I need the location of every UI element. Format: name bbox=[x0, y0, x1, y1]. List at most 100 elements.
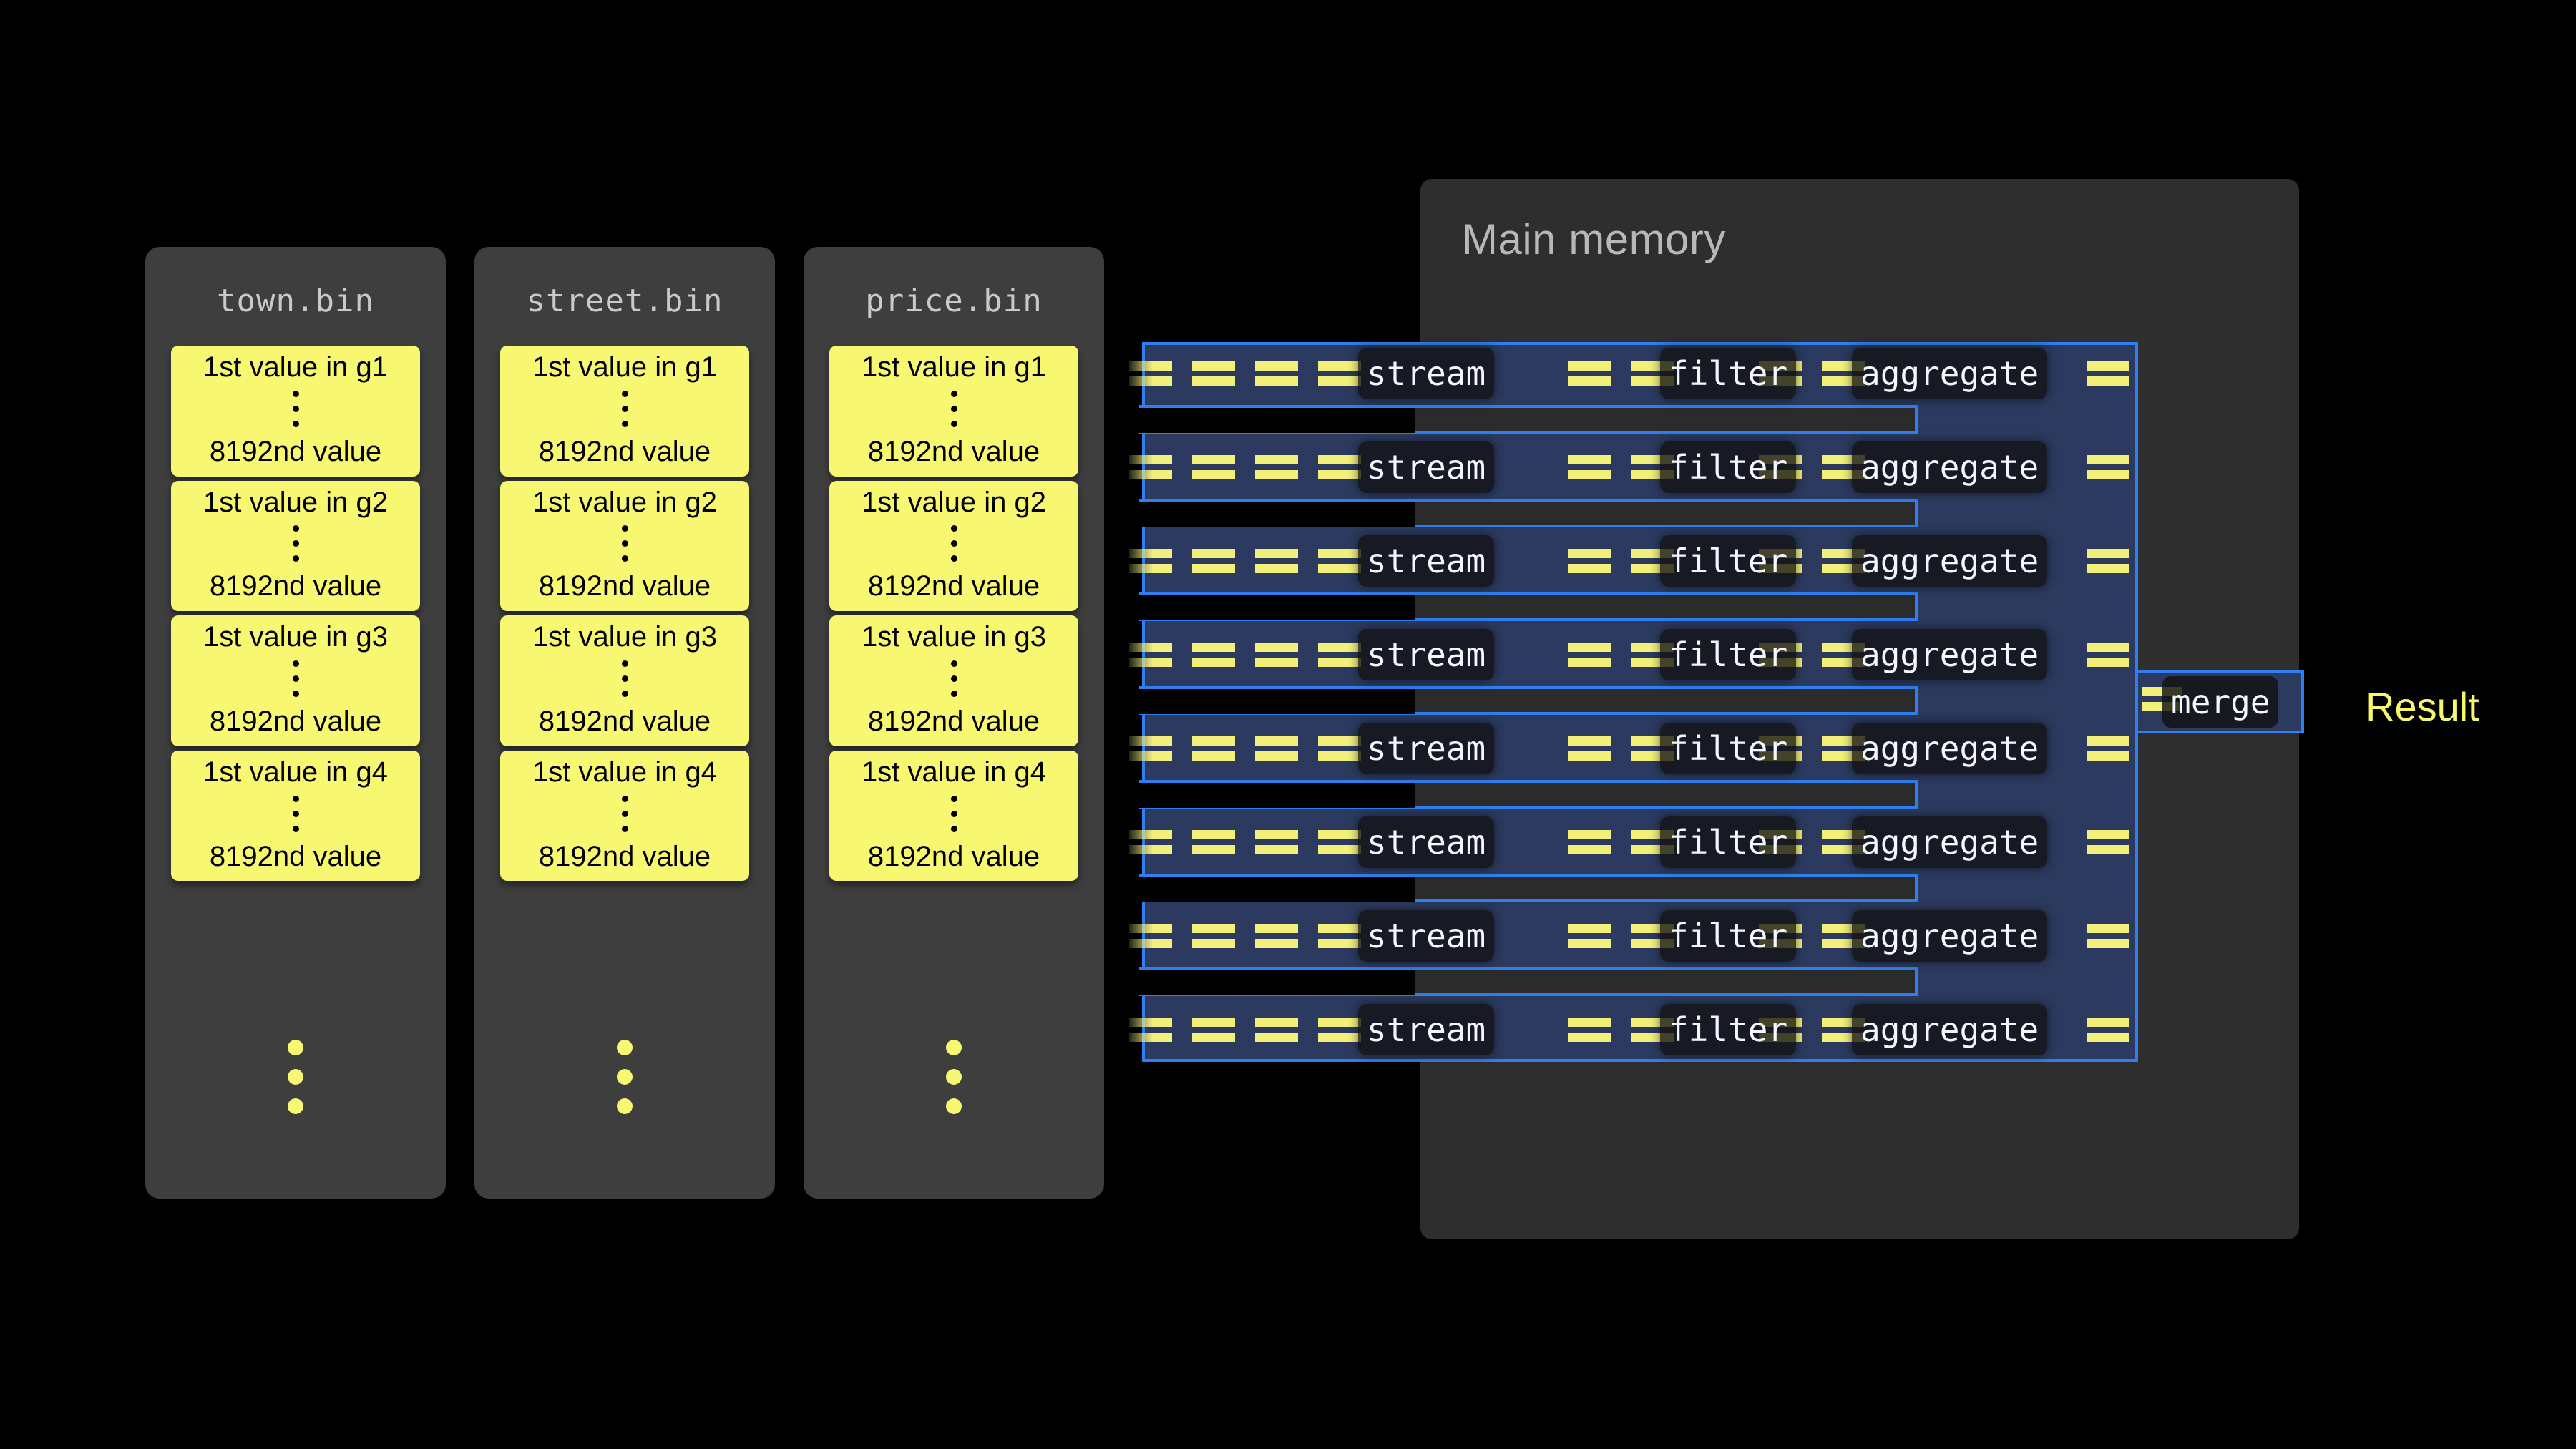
group-first-value: 1st value in g2 bbox=[203, 486, 388, 518]
merge-stage-chip[interactable]: merge bbox=[2162, 676, 2279, 728]
group-last-value: 8192nd value bbox=[867, 435, 1040, 467]
pipeline-stage-aggregate[interactable]: aggregate bbox=[1852, 723, 2048, 774]
group-first-value: 1st value in g1 bbox=[862, 351, 1046, 383]
pipeline-stage-filter[interactable]: filter bbox=[1660, 441, 1797, 493]
equals-flow-icon bbox=[1318, 455, 1361, 479]
group-last-value: 8192nd value bbox=[209, 705, 382, 737]
group-block: 1st value in g1 8192nd value bbox=[829, 346, 1078, 477]
pipeline-stage-stream[interactable]: stream bbox=[1358, 629, 1495, 680]
pipeline-row: stream filter aggregate bbox=[1129, 717, 2138, 780]
vertical-ellipsis-icon bbox=[171, 660, 420, 697]
pipeline-stage-filter[interactable]: filter bbox=[1660, 1004, 1797, 1055]
equals-flow-icon bbox=[1192, 455, 1235, 479]
main-memory-title: Main memory bbox=[1462, 215, 1726, 263]
vertical-ellipsis-icon bbox=[829, 795, 1078, 832]
equals-flow-icon bbox=[1255, 361, 1298, 386]
equals-flow-icon bbox=[1129, 736, 1172, 761]
group-first-value: 1st value in g4 bbox=[862, 756, 1046, 788]
group-last-value: 8192nd value bbox=[867, 840, 1040, 872]
equals-flow-icon bbox=[1318, 736, 1361, 761]
group-last-value: 8192nd value bbox=[538, 435, 711, 467]
manifold-notch-shadow bbox=[1139, 970, 1415, 995]
pipeline-stage-stream[interactable]: stream bbox=[1358, 348, 1495, 399]
vertical-ellipsis-icon bbox=[171, 525, 420, 562]
equals-flow-icon bbox=[1568, 736, 1611, 761]
equals-flow-icon bbox=[1129, 549, 1172, 573]
file-column-title: town.bin bbox=[217, 283, 374, 319]
pipeline-stage-aggregate[interactable]: aggregate bbox=[1852, 816, 2048, 868]
equals-flow-icon bbox=[1318, 361, 1361, 386]
group-first-value: 1st value in g3 bbox=[862, 621, 1046, 653]
file-column-price-bin: price.bin 1st value in g1 8192nd value 1… bbox=[804, 247, 1104, 1199]
pipeline-stage-filter[interactable]: filter bbox=[1660, 816, 1797, 868]
group-last-value: 8192nd value bbox=[209, 435, 382, 467]
equals-flow-icon bbox=[1318, 924, 1361, 948]
group-last-value: 8192nd value bbox=[538, 705, 711, 737]
equals-flow-icon bbox=[2087, 1018, 2129, 1042]
group-first-value: 1st value in g3 bbox=[532, 621, 717, 653]
equals-flow-icon bbox=[1255, 736, 1298, 761]
equals-flow-icon bbox=[1318, 643, 1361, 667]
vertical-ellipsis-icon bbox=[171, 795, 420, 832]
pipeline-stage-stream[interactable]: stream bbox=[1358, 723, 1495, 774]
equals-flow-icon bbox=[1192, 549, 1235, 573]
pipeline-stage-aggregate[interactable]: aggregate bbox=[1852, 441, 2048, 493]
pipeline-stage-aggregate[interactable]: aggregate bbox=[1852, 629, 2048, 680]
equals-flow-icon bbox=[1129, 643, 1172, 667]
group-first-value: 1st value in g1 bbox=[203, 351, 388, 383]
pipeline-stage-aggregate[interactable]: aggregate bbox=[1852, 1004, 2048, 1055]
pipeline-row: stream filter aggregate bbox=[1129, 436, 2138, 499]
equals-flow-icon bbox=[2087, 736, 2129, 761]
pipeline-stage-stream[interactable]: stream bbox=[1358, 1004, 1495, 1055]
vertical-ellipsis-icon bbox=[171, 390, 420, 427]
equals-flow-icon bbox=[1318, 1018, 1361, 1042]
pipeline-stage-filter[interactable]: filter bbox=[1660, 629, 1797, 680]
equals-flow-icon bbox=[1255, 643, 1298, 667]
file-column-street-bin: street.bin 1st value in g1 8192nd value … bbox=[474, 247, 775, 1199]
file-column-title: street.bin bbox=[526, 283, 723, 319]
pipeline-stage-stream[interactable]: stream bbox=[1358, 816, 1495, 868]
more-groups-ellipsis-icon bbox=[804, 1040, 1104, 1128]
pipeline-stage-stream[interactable]: stream bbox=[1358, 535, 1495, 587]
pipeline-stage-filter[interactable]: filter bbox=[1660, 723, 1797, 774]
group-block: 1st value in g4 8192nd value bbox=[171, 750, 420, 882]
group-block: 1st value in g3 8192nd value bbox=[500, 615, 749, 746]
group-last-value: 8192nd value bbox=[209, 840, 382, 872]
pipeline-stage-stream[interactable]: stream bbox=[1358, 441, 1495, 493]
file-column-town-bin: town.bin 1st value in g1 8192nd value 1s… bbox=[145, 247, 446, 1199]
manifold-notch-shadow bbox=[1139, 877, 1415, 902]
equals-flow-icon bbox=[1568, 924, 1611, 948]
pipeline-stage-stream[interactable]: stream bbox=[1358, 910, 1495, 962]
manifold-notch-shadow bbox=[1139, 408, 1415, 433]
pipeline-manifold: stream filter aggregate stream filter aggrega… bbox=[1129, 342, 2138, 1062]
equals-flow-icon bbox=[1129, 1018, 1172, 1042]
group-block: 1st value in g3 8192nd value bbox=[829, 615, 1078, 746]
equals-flow-icon bbox=[2087, 361, 2129, 386]
equals-flow-icon bbox=[2087, 455, 2129, 479]
equals-flow-icon bbox=[1129, 455, 1172, 479]
group-last-value: 8192nd value bbox=[867, 570, 1040, 602]
result-label: Result bbox=[2366, 684, 2479, 729]
pipeline-row: stream filter aggregate bbox=[1129, 530, 2138, 592]
pipeline-stage-filter[interactable]: filter bbox=[1660, 535, 1797, 587]
file-column-title: price.bin bbox=[865, 283, 1043, 319]
group-block: 1st value in g3 8192nd value bbox=[171, 615, 420, 746]
vertical-ellipsis-icon bbox=[500, 660, 749, 697]
pipeline-stage-filter[interactable]: filter bbox=[1660, 910, 1797, 962]
group-first-value: 1st value in g2 bbox=[862, 486, 1046, 518]
pipeline-stage-filter[interactable]: filter bbox=[1660, 348, 1797, 399]
pipeline-row: stream filter aggregate bbox=[1129, 904, 2138, 967]
pipeline-stage-aggregate[interactable]: aggregate bbox=[1852, 348, 2048, 399]
equals-flow-icon bbox=[1568, 643, 1611, 667]
pipeline-row: stream filter aggregate bbox=[1129, 998, 2138, 1061]
group-last-value: 8192nd value bbox=[538, 570, 711, 602]
pipeline-stage-aggregate[interactable]: aggregate bbox=[1852, 910, 2048, 962]
group-block: 1st value in g4 8192nd value bbox=[829, 750, 1078, 882]
group-block: 1st value in g1 8192nd value bbox=[171, 346, 420, 477]
equals-flow-icon bbox=[1568, 830, 1611, 854]
equals-flow-icon bbox=[1255, 830, 1298, 854]
group-block: 1st value in g2 8192nd value bbox=[500, 480, 749, 612]
pipeline-stage-aggregate[interactable]: aggregate bbox=[1852, 535, 2048, 587]
equals-flow-icon bbox=[1192, 361, 1235, 386]
